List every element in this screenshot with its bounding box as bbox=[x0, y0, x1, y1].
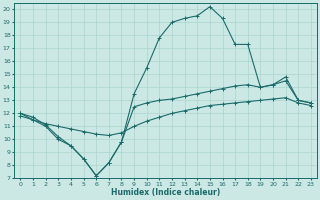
X-axis label: Humidex (Indice chaleur): Humidex (Indice chaleur) bbox=[111, 188, 220, 197]
